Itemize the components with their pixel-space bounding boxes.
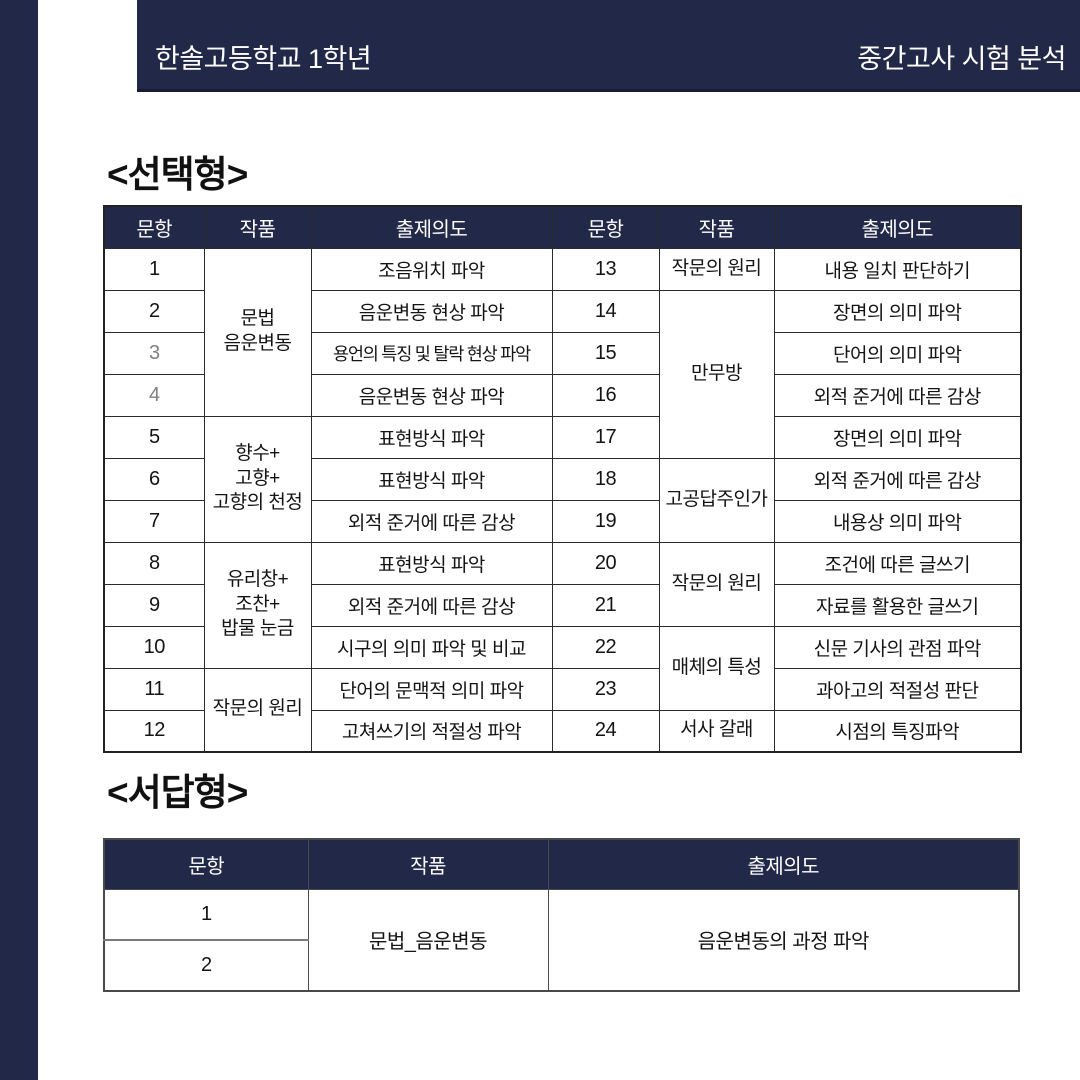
col-header-question: 문항: [103, 838, 309, 890]
intent-cell: 표현방식 파악: [310, 541, 553, 585]
work-cell: 고공답주인가: [658, 457, 775, 543]
intent-cell: 단어의 의미 파악: [773, 331, 1022, 375]
col-header-work: 작품: [658, 205, 775, 249]
table-row: 6 표현방식 파악 18 고공답주인가 외적 준거에 따른 감상: [103, 457, 1022, 543]
question-number: 9: [103, 583, 205, 627]
question-number: 1: [103, 247, 205, 291]
table-row: 2: [103, 939, 1019, 992]
col-header-question: 문항: [103, 205, 205, 249]
selectable-table: 문항 작품 출제의도 문항 작품 출제의도 1 문법 음운변동 조음위치 파악 …: [103, 205, 1022, 753]
intent-cell: 음운변동의 과정 파악: [547, 888, 1020, 992]
intent-cell: 시점의 특징파악: [773, 709, 1022, 753]
intent-cell: 고쳐쓰기의 적절성 파악: [310, 709, 553, 753]
intent-cell: 장면의 의미 파악: [773, 289, 1022, 333]
question-number: 11: [103, 667, 205, 711]
intent-cell: 외적 준거에 따른 감상: [773, 457, 1022, 501]
question-number: 4: [103, 373, 205, 417]
intent-cell: 장면의 의미 파악: [773, 415, 1022, 459]
question-number: 5: [103, 415, 205, 459]
question-number: 14: [551, 289, 660, 333]
section-title-selectable: <선택형>: [107, 154, 248, 195]
intent-cell: 내용 일치 판단하기: [773, 247, 1022, 291]
work-cell: 작문의 원리: [658, 541, 775, 627]
intent-cell: 과아고의 적절성 판단: [773, 667, 1022, 711]
col-header-work: 작품: [307, 838, 549, 890]
col-header-work: 작품: [203, 205, 312, 249]
table-row: 8 유리창+ 조찬+ 밥물 눈금 표현방식 파악 20 작문의 원리 조건에 따…: [103, 541, 1022, 669]
question-number: 1: [103, 888, 309, 941]
work-cell: 만무방: [658, 289, 775, 459]
col-header-intent: 출제의도: [547, 838, 1020, 890]
work-cell: 문법 음운변동: [203, 247, 312, 417]
report-title: 중간고사 시험 분석: [857, 44, 1066, 75]
intent-cell: 단어의 문맥적 의미 파악: [310, 667, 553, 711]
table-row: 4 음운변동 현상 파악 16 외적 준거에 따른 감상: [103, 373, 1022, 417]
table-row: 11 작문의 원리 단어의 문맥적 의미 파악 23 과아고의 적절성 판단: [103, 667, 1022, 753]
intent-cell: 시구의 의미 파악 및 비교: [310, 625, 553, 669]
intent-cell: 외적 준거에 따른 감상: [310, 499, 553, 543]
question-number: 7: [103, 499, 205, 543]
intent-cell: 내용상 의미 파악: [773, 499, 1022, 543]
intent-cell: 외적 준거에 따른 감상: [773, 373, 1022, 417]
question-number: 13: [551, 247, 660, 291]
col-header-question: 문항: [551, 205, 660, 249]
question-number: 17: [551, 415, 660, 459]
question-number: 20: [551, 541, 660, 585]
table-row: 1 문법_음운변동 음운변동의 과정 파악: [103, 888, 1020, 992]
work-cell: 향수+ 고향+ 고향의 천정: [203, 415, 312, 543]
question-number: 2: [103, 939, 309, 992]
work-cell: 서사 갈래: [658, 709, 775, 753]
question-number: 10: [103, 625, 205, 669]
table-row: 10 시구의 의미 파악 및 비교 22 매체의 특성 신문 기사의 관점 파악: [103, 625, 1022, 711]
question-number: 18: [551, 457, 660, 501]
table-row: 7 외적 준거에 따른 감상 19 내용상 의미 파악: [103, 499, 1022, 543]
table-row: 1 문법 음운변동 조음위치 파악 13 작문의 원리 내용 일치 판단하기: [103, 247, 1022, 417]
intent-cell: 음운변동 현상 파악: [310, 373, 553, 417]
question-number: 16: [551, 373, 660, 417]
table-header-row: 문항 작품 출제의도: [103, 838, 1020, 890]
table-row: 2 음운변동 현상 파악 14 만무방 장면의 의미 파악: [103, 289, 1022, 459]
question-number: 8: [103, 541, 205, 585]
work-cell: 작문의 원리: [658, 247, 775, 291]
intent-cell: 표현방식 파악: [310, 457, 553, 501]
intent-cell: 조음위치 파악: [310, 247, 553, 291]
question-number: 21: [551, 583, 660, 627]
question-number: 2: [103, 289, 205, 333]
question-number: 23: [551, 667, 660, 711]
col-header-intent: 출제의도: [310, 205, 553, 249]
work-cell: 유리창+ 조찬+ 밥물 눈금: [203, 541, 312, 669]
section-title-written: <서답형>: [107, 772, 248, 813]
work-cell: 매체의 특성: [658, 625, 775, 711]
intent-cell: 음운변동 현상 파악: [310, 289, 553, 333]
question-number: 6: [103, 457, 205, 501]
table-header-row: 문항 작품 출제의도 문항 작품 출제의도: [103, 205, 1022, 249]
written-table: 문항 작품 출제의도 1 문법_음운변동 음운변동의 과정 파악 2: [103, 838, 1020, 992]
work-cell: 문법_음운변동: [307, 888, 549, 992]
intent-cell: 외적 준거에 따른 감상: [310, 583, 553, 627]
intent-cell: 자료를 활용한 글쓰기: [773, 583, 1022, 627]
table-row: 9 외적 준거에 따른 감상 21 자료를 활용한 글쓰기: [103, 583, 1022, 627]
school-name: 한솔고등학교 1학년: [155, 44, 372, 75]
question-number: 15: [551, 331, 660, 375]
intent-cell: 표현방식 파악: [310, 415, 553, 459]
col-header-intent: 출제의도: [773, 205, 1022, 249]
table-row: 12 고쳐쓰기의 적절성 파악 24 서사 갈래 시점의 특징파악: [103, 709, 1022, 753]
intent-cell: 신문 기사의 관점 파악: [773, 625, 1022, 669]
table-row: 5 향수+ 고향+ 고향의 천정 표현방식 파악 17 장면의 의미 파악: [103, 415, 1022, 543]
question-number: 22: [551, 625, 660, 669]
work-cell: 작문의 원리: [203, 667, 312, 753]
question-number: 24: [551, 709, 660, 753]
header-banner: 한솔고등학교 1학년 중간고사 시험 분석: [137, 0, 1080, 92]
question-number: 19: [551, 499, 660, 543]
intent-cell: 조건에 따른 글쓰기: [773, 541, 1022, 585]
table-row: 3 용언의 특징 및 탈락 현상 파악 15 단어의 의미 파악: [103, 331, 1022, 375]
left-accent-stripe: [0, 0, 38, 1080]
intent-cell: 용언의 특징 및 탈락 현상 파악: [310, 331, 553, 375]
question-number: 3: [103, 331, 205, 375]
question-number: 12: [103, 709, 205, 753]
